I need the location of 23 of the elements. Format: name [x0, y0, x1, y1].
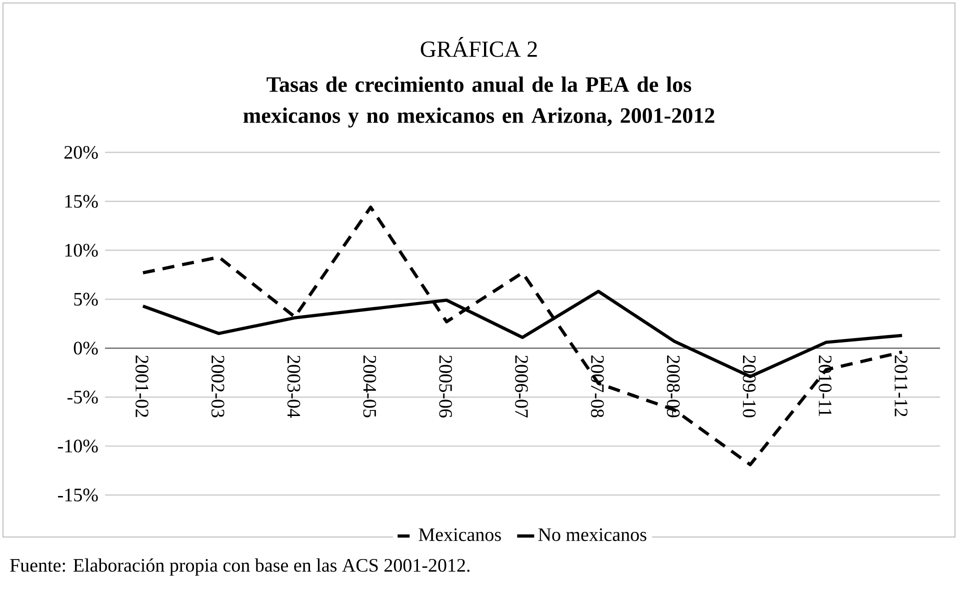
x-tick-label: 2006-07	[515, 356, 528, 418]
legend-label: Mexicanos	[418, 528, 501, 542]
x-tick-label: 2005-06	[439, 356, 452, 418]
y-tick-label: -10%	[58, 440, 98, 452]
x-tick-label: 2003-04	[287, 356, 300, 418]
y-tick-label: 20%	[64, 146, 98, 159]
y-tick-label: 5%	[74, 292, 98, 306]
x-tick-label: 2007-08	[591, 356, 604, 418]
y-tick-label: -5%	[68, 390, 98, 404]
chart-title: GRÁFICA 2	[420, 37, 537, 57]
source-note: Fuente: Elaboración propia con base en las ACS 2001-2012.	[10, 558, 470, 576]
x-tick-label: 2004-05	[363, 356, 376, 418]
y-tick-label: -15%	[58, 488, 98, 502]
x-tick-label: 2001-02	[136, 356, 148, 417]
x-tick-label: 2011-12	[894, 356, 908, 416]
y-tick-label: 10%	[65, 244, 98, 257]
y-tick-label: 0%	[74, 342, 98, 355]
x-tick-label: 2010-11	[818, 356, 832, 416]
x-tick-label: 2002-03	[211, 356, 224, 418]
x-tick-label: 2008-09	[666, 356, 680, 418]
legend-label: No mexicanos	[538, 528, 646, 542]
y-tick-label: 15%	[65, 194, 98, 208]
chart-subtitle: Tasas de crecimiento anual de la PEA de los mexicanos y no mexicanos en Arizona, 2001-2012	[243, 76, 714, 128]
